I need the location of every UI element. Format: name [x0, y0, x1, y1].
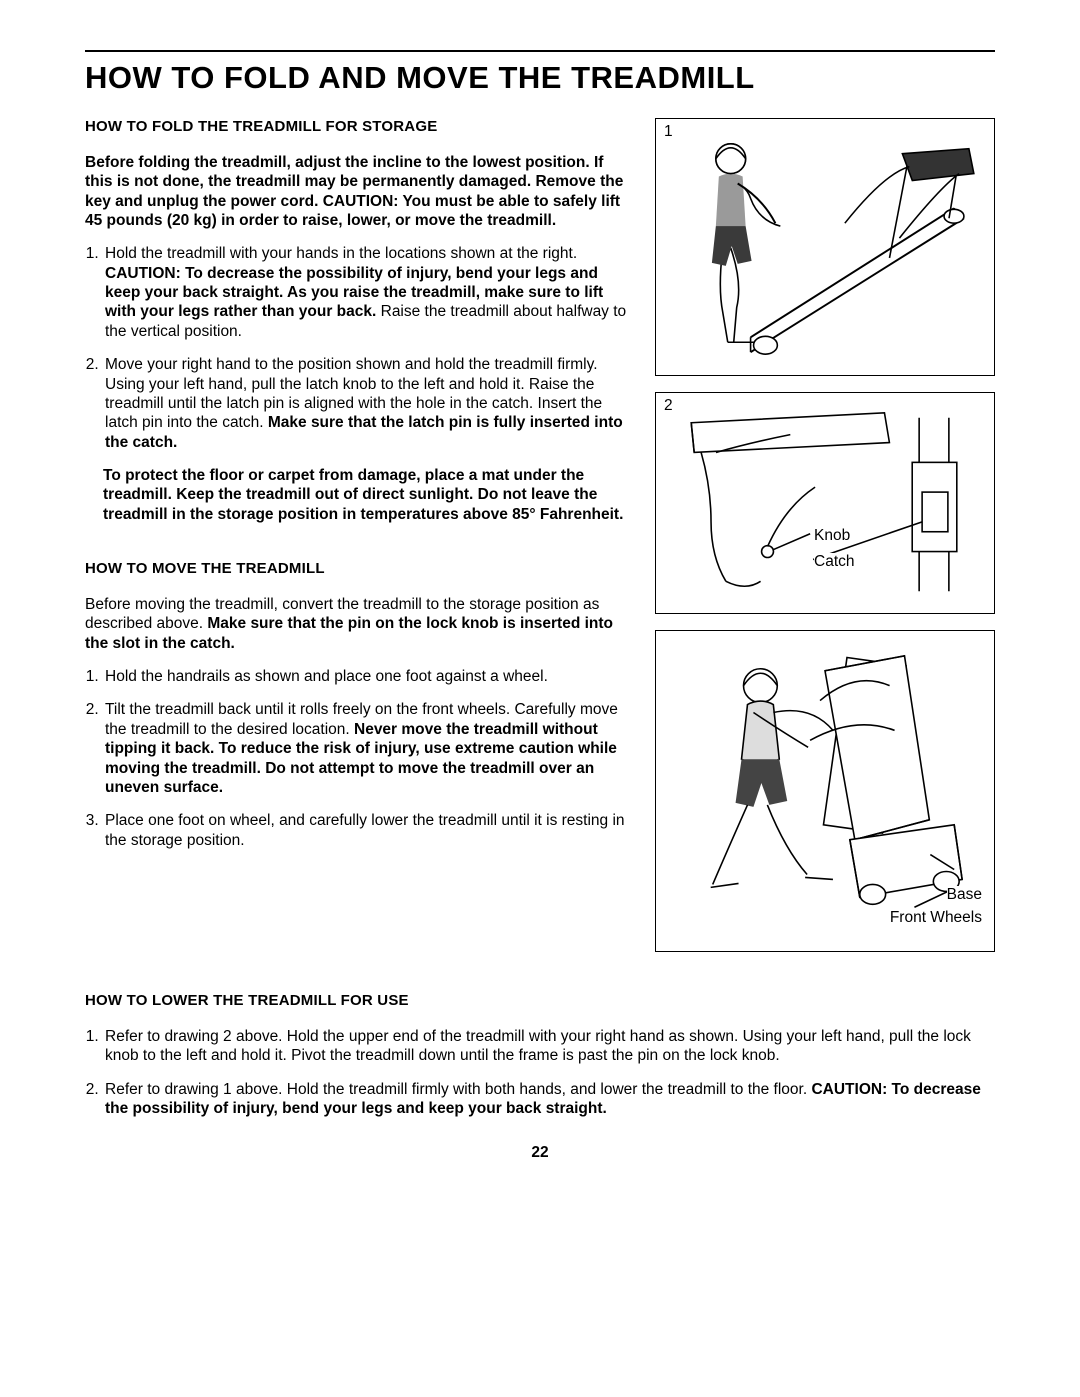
- move-steps: Hold the handrails as shown and place on…: [85, 667, 635, 850]
- figure-2-label-knob: Knob: [814, 527, 850, 545]
- figure-2-label-catch: Catch: [814, 553, 855, 571]
- text-column: HOW TO FOLD THE TREADMILL FOR STORAGE Be…: [85, 118, 635, 864]
- page-title: HOW TO FOLD AND MOVE THE TREADMILL: [85, 60, 995, 96]
- move-intro: Before moving the treadmill, convert the…: [85, 595, 635, 653]
- fold-intro: Before folding the treadmill, adjust the…: [85, 153, 635, 231]
- fold-step-2: Move your right hand to the position sho…: [103, 355, 635, 452]
- figure-column: 1: [655, 118, 995, 968]
- lower-step2-prefix: Refer to drawing 1 above. Hold the tread…: [105, 1081, 811, 1098]
- fold-note: To protect the floor or carpet from dama…: [103, 466, 635, 524]
- manual-page: HOW TO FOLD AND MOVE THE TREADMILL HOW T…: [0, 0, 1080, 1397]
- figure-3: Base Front Wheels: [655, 630, 995, 952]
- figure-3-drawing: [656, 631, 994, 951]
- fold-step-1: Hold the treadmill with your hands in th…: [103, 244, 635, 341]
- lower-step-1: Refer to drawing 2 above. Hold the upper…: [103, 1027, 995, 1066]
- fold-step1-prefix: Hold the treadmill with your hands in th…: [105, 245, 577, 262]
- figure-1-number: 1: [664, 123, 673, 141]
- figure-2-number: 2: [664, 397, 673, 415]
- figure-3-label-base: Base: [947, 886, 982, 904]
- figure-1-drawing: [656, 119, 994, 375]
- figure-2: 2: [655, 392, 995, 614]
- top-rule: [85, 50, 995, 52]
- lower-steps: Refer to drawing 2 above. Hold the upper…: [85, 1027, 995, 1119]
- figure-1: 1: [655, 118, 995, 376]
- move-step-1: Hold the handrails as shown and place on…: [103, 667, 635, 686]
- lower-step-2: Refer to drawing 1 above. Hold the tread…: [103, 1080, 995, 1119]
- fold-steps: Hold the treadmill with your hands in th…: [85, 244, 635, 452]
- heading-move: HOW TO MOVE THE TREADMILL: [85, 560, 635, 579]
- heading-lower: HOW TO LOWER THE TREADMILL FOR USE: [85, 992, 995, 1011]
- figure-2-drawing: [656, 393, 994, 613]
- move-step-2: Tilt the treadmill back until it rolls f…: [103, 700, 635, 797]
- two-column-layout: HOW TO FOLD THE TREADMILL FOR STORAGE Be…: [85, 118, 995, 968]
- page-number: 22: [85, 1144, 995, 1162]
- move-step-3: Place one foot on wheel, and carefully l…: [103, 811, 635, 850]
- figure-3-label-wheels: Front Wheels: [890, 909, 982, 927]
- heading-fold: HOW TO FOLD THE TREADMILL FOR STORAGE: [85, 118, 635, 137]
